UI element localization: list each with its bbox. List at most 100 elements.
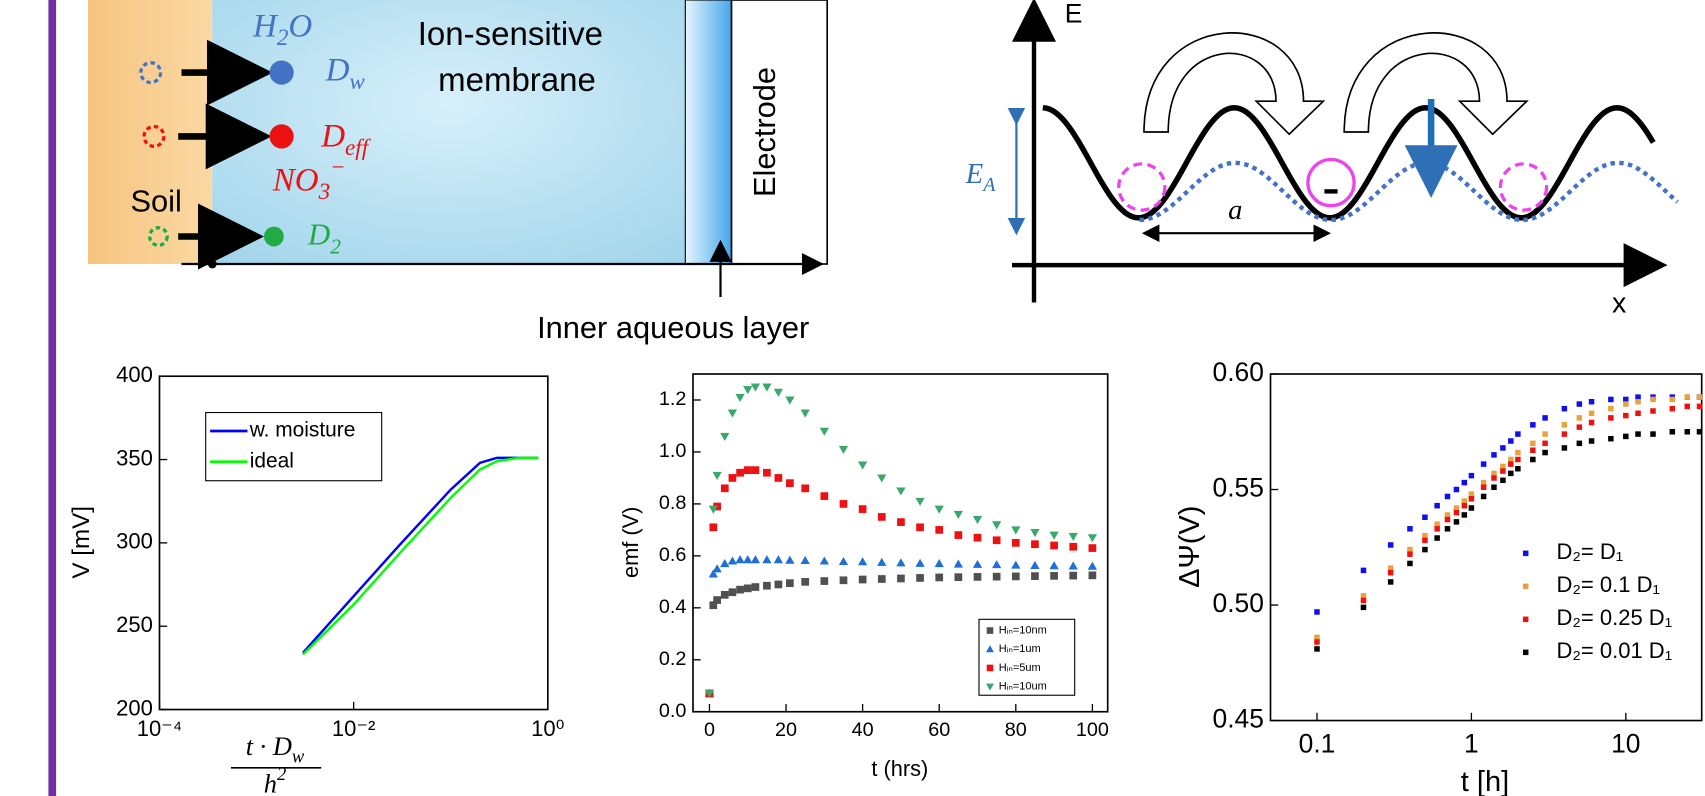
point bbox=[934, 505, 944, 514]
legend-label: D₂= 0.1 D₁ bbox=[1557, 572, 1660, 597]
text-part: h bbox=[264, 769, 277, 796]
point bbox=[877, 474, 887, 483]
point bbox=[1011, 572, 1020, 581]
ion bbox=[264, 226, 284, 247]
point bbox=[915, 497, 925, 506]
y-tick-label: 0.55 bbox=[1213, 472, 1264, 502]
point bbox=[915, 558, 925, 567]
label: Ion-sensitive bbox=[418, 15, 603, 52]
point bbox=[1515, 465, 1521, 472]
rich-label: H2O bbox=[252, 8, 312, 50]
point bbox=[1508, 461, 1514, 467]
electrode-box bbox=[730, 0, 829, 265]
point bbox=[934, 559, 944, 568]
text-part: NO bbox=[272, 162, 319, 198]
legend-swatch bbox=[986, 645, 994, 653]
point bbox=[1314, 639, 1320, 645]
point bbox=[1087, 561, 1098, 570]
x-tick-label: 80 bbox=[1005, 719, 1027, 741]
point bbox=[1453, 505, 1460, 511]
point bbox=[877, 513, 886, 521]
point bbox=[838, 556, 849, 566]
point bbox=[1623, 412, 1629, 419]
point bbox=[735, 393, 745, 403]
x-tick-label: 10⁻² bbox=[332, 716, 375, 741]
text-part: 2 bbox=[330, 234, 341, 258]
y-tick-label: 0.45 bbox=[1213, 704, 1264, 734]
x-tick-label: 1 bbox=[1464, 729, 1479, 759]
point bbox=[1542, 415, 1548, 421]
legend-swatch bbox=[986, 627, 994, 634]
point bbox=[1030, 560, 1040, 569]
x-tick-label: 60 bbox=[928, 719, 950, 741]
point bbox=[1515, 456, 1521, 463]
point bbox=[720, 559, 730, 568]
y-tick-label: 200 bbox=[116, 695, 153, 720]
point bbox=[1011, 560, 1021, 569]
x-axis-label: t (hrs) bbox=[871, 756, 928, 781]
point bbox=[1068, 532, 1078, 542]
point bbox=[1588, 410, 1595, 417]
hop-arrow bbox=[1143, 32, 1326, 136]
point bbox=[1068, 561, 1078, 570]
point bbox=[973, 573, 982, 581]
point bbox=[838, 445, 849, 454]
point bbox=[1387, 569, 1394, 576]
y-tick-label: 0.0 bbox=[659, 700, 687, 722]
y-tick-label: 0.4 bbox=[659, 596, 687, 618]
legend-swatch bbox=[986, 664, 994, 672]
label: Inner aqueous layer bbox=[537, 310, 809, 345]
point bbox=[1387, 565, 1394, 571]
point bbox=[1360, 597, 1367, 604]
point bbox=[1444, 512, 1451, 518]
x-tick-label: 100 bbox=[1076, 719, 1109, 741]
point bbox=[953, 559, 963, 568]
ion-ghost bbox=[147, 226, 169, 247]
point bbox=[1453, 486, 1460, 493]
text-part: D bbox=[325, 52, 350, 88]
ion-ghost bbox=[139, 61, 163, 85]
point bbox=[1576, 401, 1583, 407]
point bbox=[858, 505, 867, 513]
rich-label: Deff bbox=[320, 118, 372, 160]
y-tick-label: 0.50 bbox=[1213, 588, 1264, 618]
legend-label: Hᵢₙ=10nm bbox=[999, 624, 1047, 636]
point bbox=[916, 574, 924, 582]
tilted-potential bbox=[1139, 160, 1679, 223]
point bbox=[1561, 422, 1568, 428]
point bbox=[708, 569, 718, 578]
y-tick-label: 0.2 bbox=[659, 648, 687, 670]
rich-label: Dw bbox=[325, 52, 366, 94]
point bbox=[1576, 415, 1583, 421]
point bbox=[935, 526, 944, 534]
point bbox=[1011, 539, 1020, 547]
point bbox=[1623, 401, 1629, 407]
x-tick-label: 40 bbox=[852, 719, 874, 741]
point bbox=[1480, 484, 1487, 490]
point bbox=[773, 555, 784, 564]
point bbox=[858, 557, 868, 566]
legend-label: Hᵢₙ=5um bbox=[999, 662, 1041, 674]
point bbox=[709, 523, 718, 532]
legend-box bbox=[978, 618, 1076, 696]
point bbox=[1444, 516, 1451, 523]
point bbox=[1461, 512, 1468, 518]
inner-layer bbox=[684, 0, 733, 265]
point bbox=[1635, 398, 1641, 405]
point bbox=[1444, 493, 1451, 500]
spacing-label: a bbox=[1228, 195, 1242, 226]
point bbox=[1453, 519, 1460, 525]
point bbox=[762, 383, 772, 392]
point bbox=[1684, 403, 1691, 410]
point bbox=[1407, 526, 1413, 532]
point bbox=[1635, 431, 1641, 437]
point bbox=[785, 396, 795, 405]
point bbox=[800, 555, 810, 565]
point bbox=[1669, 405, 1676, 412]
point bbox=[972, 559, 983, 568]
point bbox=[786, 479, 794, 487]
site bbox=[1117, 162, 1167, 212]
x-axis-label: t [h] bbox=[1461, 766, 1509, 796]
